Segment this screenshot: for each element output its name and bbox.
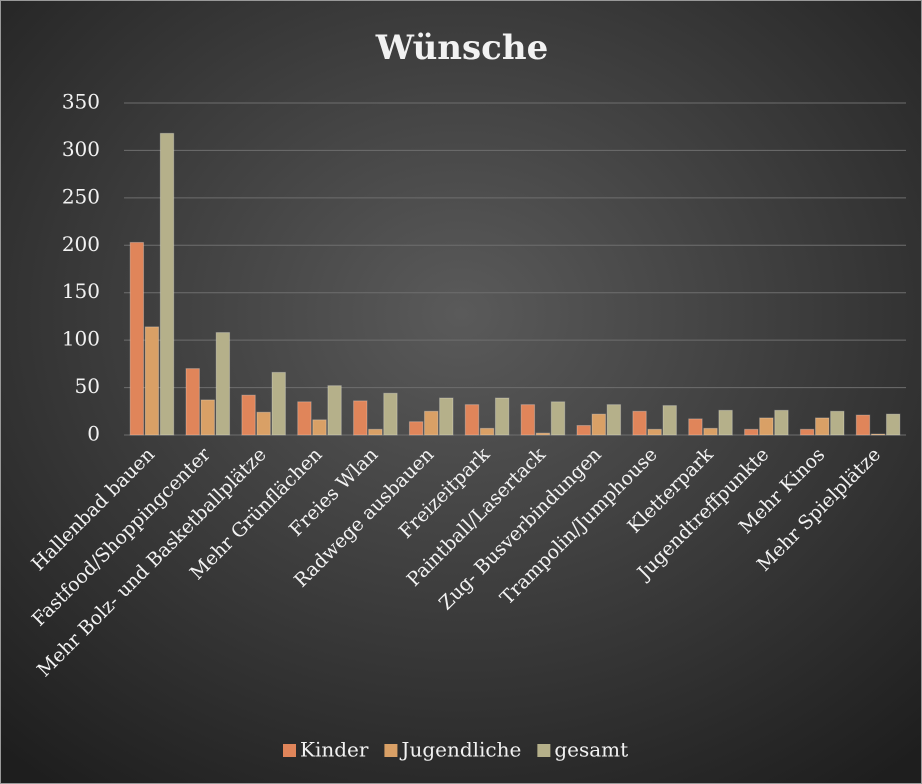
y-tick-label: 300 [62, 137, 100, 161]
y-tick-label: 100 [62, 327, 100, 351]
legend-swatch [537, 744, 551, 757]
bar [368, 428, 383, 436]
bar [256, 411, 271, 436]
bar [759, 417, 774, 436]
y-tick-label: 200 [62, 232, 100, 256]
bar [632, 410, 647, 436]
y-tick-label: 150 [62, 279, 100, 303]
bar [885, 413, 901, 436]
bar [159, 132, 175, 436]
bar [215, 332, 231, 436]
bar [424, 410, 439, 436]
y-tick-label: 250 [62, 184, 100, 208]
y-tick-label: 0 [87, 422, 100, 446]
bar [647, 428, 662, 436]
bar [271, 371, 286, 436]
bar [144, 326, 160, 436]
bar [744, 428, 759, 436]
bar [799, 428, 815, 436]
y-tick-label: 350 [62, 90, 100, 114]
bar [241, 394, 256, 436]
bar [870, 433, 886, 436]
bar [855, 414, 871, 436]
bar [576, 425, 591, 436]
legend-label: Kinder [300, 738, 369, 762]
bar [830, 410, 845, 436]
bar [439, 397, 454, 436]
bar [494, 397, 510, 436]
bar [312, 419, 327, 436]
bar [327, 385, 342, 436]
chart-title: Wünsche [375, 28, 548, 68]
y-tick-label: 50 [75, 374, 100, 398]
bar [464, 404, 480, 436]
legend-label: Jugendliche [399, 738, 521, 762]
bar [591, 413, 606, 436]
bar [606, 404, 622, 436]
bar [688, 418, 703, 436]
bar [200, 399, 215, 436]
bar [718, 409, 733, 436]
legend-label: gesamt [554, 738, 628, 762]
bar [815, 417, 830, 436]
bar [383, 392, 398, 436]
bar [520, 404, 536, 436]
bar [185, 368, 200, 436]
bar [408, 421, 424, 436]
bar [550, 401, 566, 436]
bar [353, 400, 368, 436]
bar [703, 427, 718, 436]
legend-swatch [283, 744, 296, 757]
legend-swatch [384, 744, 398, 757]
bar [662, 405, 677, 436]
bar [774, 409, 789, 436]
bar [535, 432, 551, 436]
bar [479, 427, 495, 436]
bar [129, 241, 145, 436]
bar [297, 401, 312, 436]
